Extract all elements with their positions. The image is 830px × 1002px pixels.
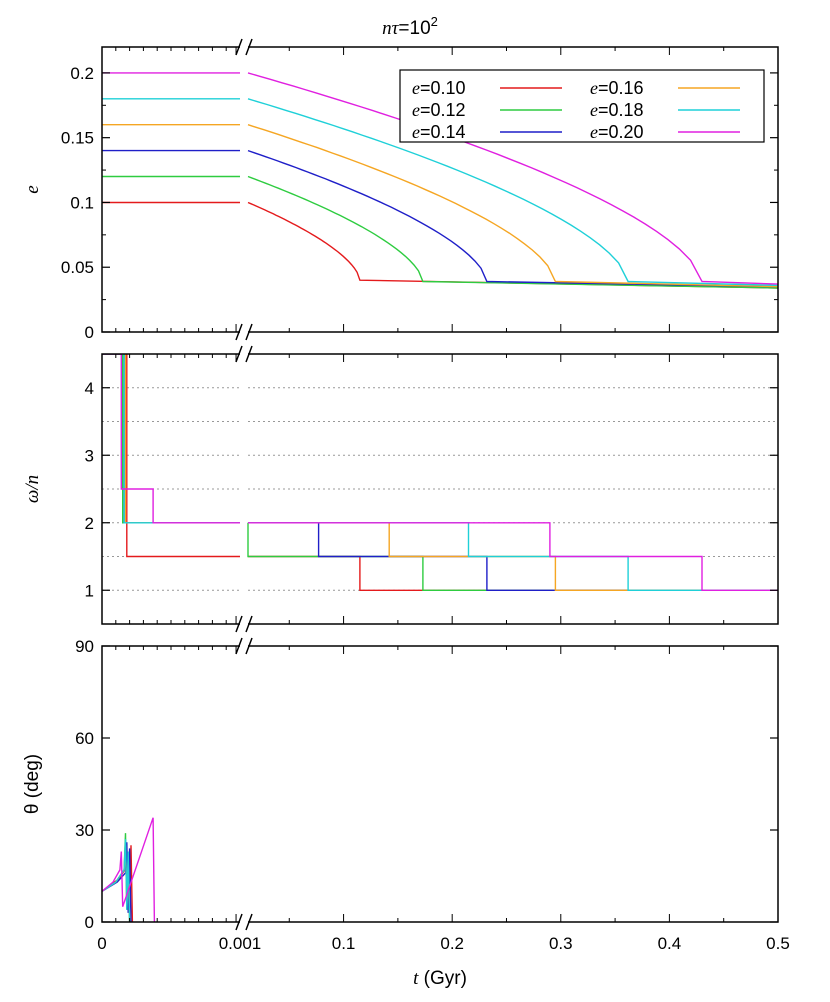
- panel-bottom: 0 30 60 90 0 0.001 0.1 0.2 0.3 0.4 0.5 θ (deg): [22, 637, 790, 953]
- axis-frame-left: [101, 46, 240, 333]
- series-line-0.20: [102, 354, 778, 591]
- y-tick-label: 0: [85, 913, 94, 932]
- series-line-0.20: [102, 72, 778, 285]
- x-tick-label: 0.4: [658, 934, 682, 953]
- y-tick-label: 0.15: [61, 129, 94, 148]
- axis-break-mark: [245, 913, 253, 931]
- legend-label-0.14: e=0.14: [412, 122, 466, 142]
- axis-break-mark: [235, 345, 243, 363]
- series-line-0.12: [102, 175, 778, 289]
- y-axis-label: ω/n: [22, 475, 43, 503]
- series-line-0.10: [102, 201, 778, 289]
- axis-break-mark: [245, 323, 253, 341]
- y-tick-label: 0: [85, 323, 94, 342]
- axis-break-gap: [240, 346, 248, 362]
- axis-break-gap: [240, 616, 248, 632]
- axis-break-mark: [235, 323, 243, 341]
- y-tick-label: 0.2: [70, 64, 94, 83]
- axis-break-mark: [245, 615, 253, 633]
- y-tick-label: 3: [85, 446, 94, 465]
- y-tick-label: 1: [85, 581, 94, 600]
- series-line-0.14: [102, 354, 778, 591]
- legend-label-0.18: e=0.18: [590, 100, 644, 120]
- series-line-0.16: [102, 124, 778, 288]
- series-line-0.16: [102, 354, 778, 591]
- x-axis-var: t: [413, 968, 419, 989]
- x-axis-unit: (Gyr): [418, 968, 467, 989]
- y-tick-label: 0.05: [61, 258, 94, 277]
- series-group: [102, 817, 156, 922]
- series-line-0.18: [102, 839, 131, 922]
- x-tick-label: 0.5: [766, 934, 790, 953]
- series-line-0.18: [102, 354, 778, 591]
- x-tick-label: 0.3: [549, 934, 573, 953]
- figure-title: nτ=102: [382, 14, 438, 39]
- legend-label-0.12: e=0.12: [412, 100, 466, 120]
- y-tick-label: 0.1: [70, 193, 94, 212]
- y-tick-label: 2: [85, 514, 94, 533]
- panel-middle: 1 2 3 4 ω/n: [22, 345, 779, 633]
- legend-box: [399, 69, 765, 143]
- legend-label-0.20: e=0.20: [590, 122, 644, 142]
- series-line-0.14: [102, 149, 778, 288]
- x-tick-label: 0.001: [219, 934, 262, 953]
- series-group: [102, 72, 778, 289]
- legend-label-0.10: e=0.10: [412, 78, 466, 98]
- axis-break-mark: [245, 637, 253, 655]
- y-axis-label: e: [22, 185, 43, 193]
- axis-break-mark: [245, 38, 253, 56]
- y-axis-label: θ (deg): [22, 754, 43, 814]
- y-tick-label: 60: [75, 729, 94, 748]
- axis-break-mark: [235, 615, 243, 633]
- series-line-0.14: [102, 842, 132, 922]
- series-group: [102, 354, 778, 591]
- axis-break-mark: [235, 913, 243, 931]
- x-tick-label: 0.1: [332, 934, 356, 953]
- axis-break-gap: [240, 39, 248, 55]
- axis-frame-right: [248, 645, 779, 923]
- series-line-0.20: [102, 817, 156, 922]
- axis-break-gap: [240, 324, 248, 340]
- y-tick-label: 90: [75, 637, 94, 656]
- legend-label-0.16: e=0.16: [590, 78, 644, 98]
- y-tick-label: 30: [75, 821, 94, 840]
- axis-frame-right: [248, 353, 779, 625]
- x-tick-label: 0.2: [440, 934, 464, 953]
- series-line-0.18: [102, 98, 778, 287]
- x-tick-label: 0: [97, 934, 106, 953]
- title-eq: =10: [398, 18, 430, 39]
- axis-break-mark: [245, 345, 253, 363]
- series-line-0.10: [102, 354, 778, 591]
- panel-top: 0 0.05 0.1 0.15 0.2 e e=0.10e=0.12e=0.14 e=0.16…: [22, 38, 779, 342]
- axis-frame-right: [248, 46, 779, 333]
- panels: 0 0.05 0.1 0.15 0.2 e e=0.10e=0.12e=0.14 e=0.16…: [22, 38, 790, 953]
- title-math: nτ: [382, 18, 400, 39]
- axis-break-gap: [240, 638, 248, 654]
- series-line-0.12: [102, 354, 778, 591]
- y-tick-label: 4: [85, 379, 94, 398]
- title-exp: 2: [431, 14, 438, 29]
- axis-break-mark: [235, 637, 243, 655]
- axis-break-mark: [235, 38, 243, 56]
- x-axis-label: t (Gyr): [413, 968, 467, 989]
- axis-break-gap: [240, 914, 248, 930]
